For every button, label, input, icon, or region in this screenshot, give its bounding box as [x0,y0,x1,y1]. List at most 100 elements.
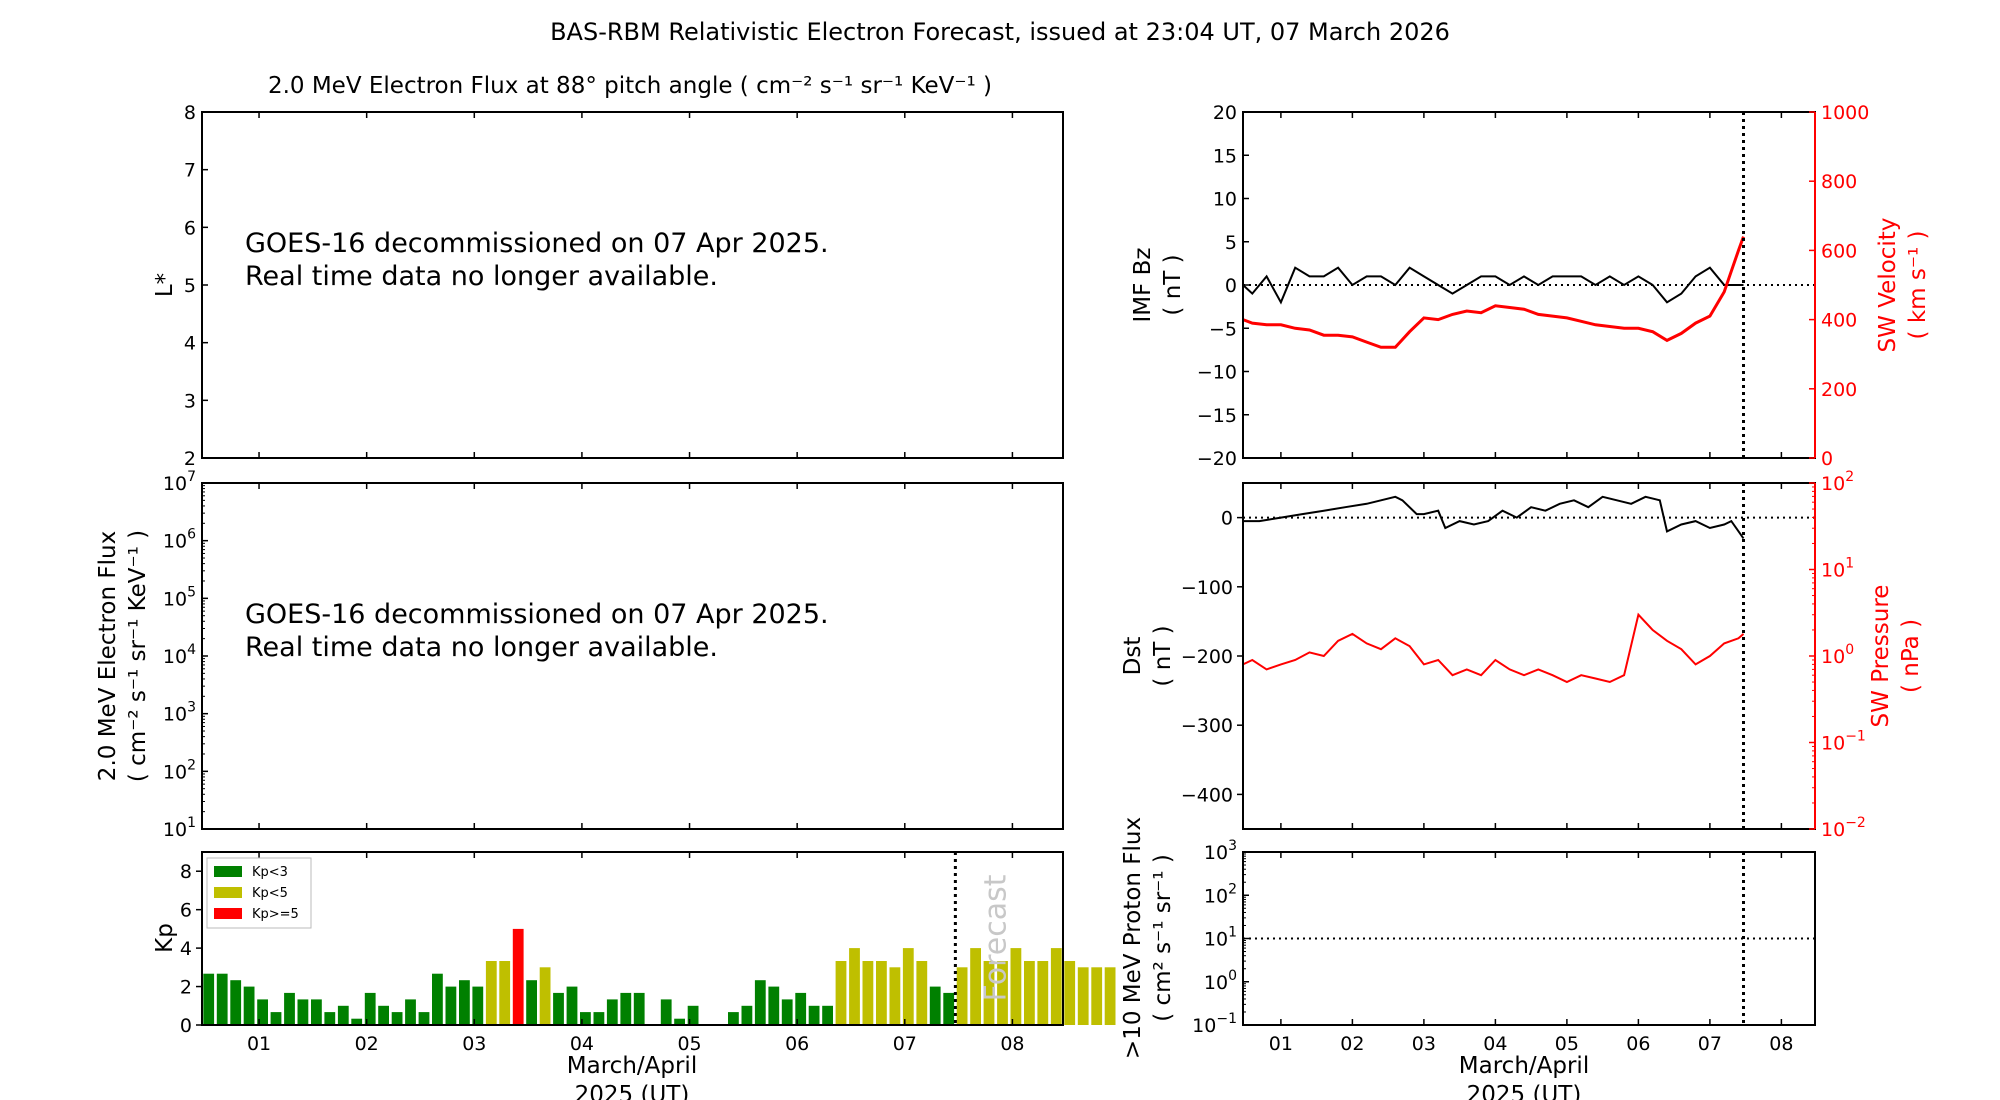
kp-bar [485,961,497,1025]
proton-y-units: ( cm² s⁻¹ sr⁻¹ ) [1150,854,1176,1022]
left-x-label-line1: March/April [567,1053,697,1079]
imf-y-tick-label: 20 [1213,102,1237,124]
imf-y-tick-label: 0 [1225,275,1237,297]
lstar-note-line1: GOES-16 decommissioned on 07 Apr 2025. [245,228,829,259]
flux-y-tick-label: 104 [163,642,196,668]
imf-x-ticks [1280,112,1783,458]
kp-bar [1104,967,1116,1025]
sw-pressure-y-tick-label: 10−2 [1821,815,1866,841]
kp-legend-swatch-mid [214,887,242,898]
dst-y-label: Dst [1120,637,1146,676]
kp-bar [553,992,564,1025]
flux-y-units: ( cm⁻² s⁻¹ sr⁻¹ KeV⁻¹ ) [125,530,151,782]
kp-bar [983,961,995,1025]
kp-bar [795,992,807,1025]
proton-y-tick-label: 100 [1204,968,1237,994]
kp-bar [929,986,941,1025]
proton-x-ticks: 01 02 03 04 05 06 07 08 [1269,852,1793,1055]
flux-y-tick-label: 106 [163,527,196,553]
imf-y-tick-label: 5 [1225,232,1237,254]
kp-bar [889,967,901,1025]
lstar-y-tick-label: 2 [184,448,196,470]
kp-bar [956,967,968,1025]
kp-y-ticks: 0 2 4 6 8 [180,861,202,1037]
kp-x-tick-label: 02 [355,1033,379,1055]
sw-velocity-y-label: SW Velocity [1875,218,1901,353]
kp-bar [835,961,847,1025]
lstar-y-tick-label: 4 [184,333,196,355]
proton-y-tick-label: 102 [1204,881,1237,907]
dst-y-units: ( nT ) [1150,625,1176,686]
kp-bar [1064,961,1076,1025]
proton-x-tick-label: 08 [1769,1033,1793,1055]
kp-bar [391,1012,403,1025]
kp-bar [606,999,618,1025]
kp-bar [1077,967,1089,1025]
kp-bar [257,999,268,1025]
kp-bar [862,961,874,1025]
lstar-y-tick-label: 8 [184,102,196,124]
kp-bar [902,948,914,1025]
dst-y-ticks: −400 −300 −200 −100 0 [1181,508,1243,806]
kp-bar [351,1018,363,1025]
proton-y-label: >10 MeV Proton Flux [1120,817,1146,1059]
kp-legend-label-mid: Kp<5 [252,886,288,901]
proton-x-tick-label: 03 [1412,1033,1436,1055]
flux-y-label: 2.0 MeV Electron Flux [95,531,121,781]
lstar-panel: 2.0 MeV Electron Flux at 88° pitch angle… [152,73,1064,470]
kp-bar [768,986,780,1025]
kp-y-tick-label: 8 [180,861,192,883]
proton-y-ticks: 10−1 100 101 102 103 [1192,838,1249,1037]
kp-bar [728,1012,739,1025]
kp-x-tick-label: 05 [677,1033,701,1055]
kp-bar [512,928,524,1025]
flux-y-tick-label: 107 [163,469,196,495]
right-x-label-line2: 2025 (UT) [1467,1082,1582,1100]
kp-bar [1010,948,1022,1025]
kp-bar [970,948,981,1025]
sw-pressure-y-tick-label: 10−1 [1821,729,1866,755]
kp-y-tick-label: 2 [180,977,192,999]
flux-note-line1: GOES-16 decommissioned on 07 Apr 2025. [245,599,829,630]
imf-y-label: IMF Bz [1130,247,1156,322]
sw-velocity-y-tick-label: 400 [1821,310,1857,332]
imf-bz-series [1242,266,1744,305]
kp-bars [203,928,1116,1025]
kp-bar [1091,967,1103,1025]
sw-velocity-y-tick-label: 800 [1821,171,1857,193]
sw-velocity-series [1242,236,1745,349]
flux-note-line2: Real time data no longer available. [245,632,718,663]
sw-velocity-y-ticks: 0 200 400 600 800 1000 [1809,102,1869,470]
sw-velocity-y-tick-label: 1000 [1821,102,1869,124]
dst-frame [1242,482,1816,830]
kp-y-tick-label: 6 [180,900,192,922]
kp-bar [418,1012,430,1025]
sw-pressure-y-ticks: 10−2 10−1 100 101 102 [1809,469,1866,841]
sw-pressure-y-tick-label: 100 [1821,642,1854,668]
kp-bar [432,973,443,1025]
proton-x-tick-label: 04 [1483,1033,1507,1055]
dst-y-tick-label: 0 [1221,508,1233,530]
kp-legend: Kp<3 Kp<5 Kp>=5 [206,857,312,929]
kp-y-label: Kp [152,923,178,953]
kp-legend-label-low: Kp<3 [252,865,288,880]
imf-y-tick-label: 15 [1213,145,1237,167]
kp-bar [337,1005,349,1025]
dst-series [1243,495,1745,539]
sw-pressure-y-label: SW Pressure [1868,585,1894,728]
kp-bar [566,986,578,1025]
kp-forecast-label: Forecast [978,874,1013,1001]
kp-x-tick-label: 03 [462,1033,486,1055]
lstar-x-ticks [258,112,1014,458]
kp-bar [297,999,309,1025]
lstar-y-tick-label: 3 [184,390,196,412]
flux-y-tick-label: 101 [163,815,196,841]
right-x-label-line1: March/April [1459,1053,1589,1079]
kp-bar [1050,948,1062,1025]
kp-bar [203,973,215,1025]
kp-bar [849,948,860,1025]
sw-pressure-series [1242,612,1745,684]
kp-bar [1024,961,1035,1025]
